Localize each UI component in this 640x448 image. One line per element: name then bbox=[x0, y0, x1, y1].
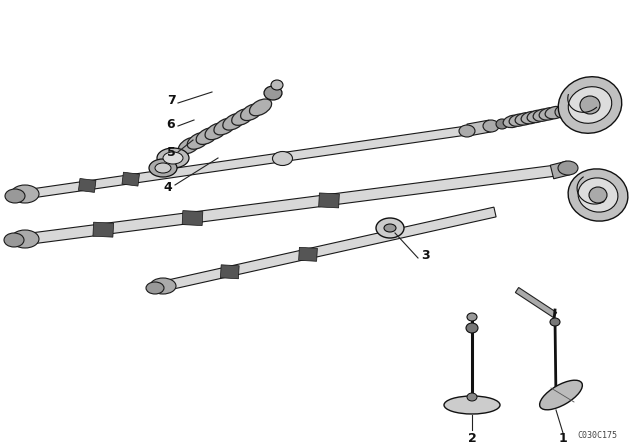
Polygon shape bbox=[467, 120, 491, 136]
Polygon shape bbox=[550, 161, 570, 179]
Ellipse shape bbox=[241, 104, 263, 121]
Text: 5: 5 bbox=[166, 146, 175, 159]
Text: 2: 2 bbox=[468, 431, 476, 444]
Ellipse shape bbox=[271, 80, 283, 90]
Ellipse shape bbox=[384, 224, 396, 232]
Ellipse shape bbox=[545, 107, 565, 119]
Polygon shape bbox=[35, 125, 470, 198]
Ellipse shape bbox=[509, 114, 529, 126]
Ellipse shape bbox=[533, 109, 553, 121]
Ellipse shape bbox=[223, 113, 245, 130]
Ellipse shape bbox=[539, 108, 559, 120]
Ellipse shape bbox=[179, 137, 200, 154]
Ellipse shape bbox=[188, 133, 209, 149]
Ellipse shape bbox=[150, 278, 176, 294]
Ellipse shape bbox=[155, 163, 171, 173]
Ellipse shape bbox=[466, 323, 478, 333]
Ellipse shape bbox=[11, 185, 39, 203]
Ellipse shape bbox=[467, 393, 477, 401]
Ellipse shape bbox=[467, 313, 477, 321]
Ellipse shape bbox=[149, 159, 177, 177]
Ellipse shape bbox=[558, 77, 621, 134]
Ellipse shape bbox=[214, 118, 236, 135]
Ellipse shape bbox=[250, 99, 271, 116]
Text: C030C175: C030C175 bbox=[577, 431, 617, 440]
Ellipse shape bbox=[483, 120, 499, 132]
Polygon shape bbox=[79, 178, 96, 192]
Polygon shape bbox=[154, 207, 496, 293]
Ellipse shape bbox=[5, 189, 25, 203]
Ellipse shape bbox=[163, 152, 183, 164]
Ellipse shape bbox=[521, 112, 541, 124]
Ellipse shape bbox=[496, 119, 508, 129]
Ellipse shape bbox=[540, 380, 582, 410]
Ellipse shape bbox=[589, 187, 607, 203]
Ellipse shape bbox=[459, 125, 475, 137]
Ellipse shape bbox=[376, 218, 404, 238]
Polygon shape bbox=[299, 247, 317, 261]
Ellipse shape bbox=[580, 96, 600, 114]
Ellipse shape bbox=[555, 106, 569, 118]
Polygon shape bbox=[122, 172, 140, 186]
Ellipse shape bbox=[527, 110, 547, 123]
Ellipse shape bbox=[196, 128, 218, 144]
Text: 7: 7 bbox=[166, 94, 175, 107]
Text: 3: 3 bbox=[420, 249, 429, 262]
Ellipse shape bbox=[264, 86, 282, 100]
Ellipse shape bbox=[146, 282, 164, 294]
Polygon shape bbox=[93, 222, 113, 237]
Text: 6: 6 bbox=[166, 117, 175, 130]
Ellipse shape bbox=[232, 108, 254, 125]
Ellipse shape bbox=[515, 112, 535, 125]
Polygon shape bbox=[220, 265, 239, 279]
Text: 4: 4 bbox=[164, 181, 172, 194]
Ellipse shape bbox=[550, 318, 560, 326]
Polygon shape bbox=[182, 211, 203, 226]
Ellipse shape bbox=[568, 169, 628, 221]
Text: 1: 1 bbox=[559, 431, 568, 444]
Ellipse shape bbox=[205, 123, 227, 140]
Ellipse shape bbox=[273, 151, 292, 165]
Polygon shape bbox=[319, 193, 339, 208]
Ellipse shape bbox=[444, 396, 500, 414]
Ellipse shape bbox=[4, 233, 24, 247]
Ellipse shape bbox=[568, 87, 612, 123]
Polygon shape bbox=[515, 288, 557, 318]
Polygon shape bbox=[35, 164, 561, 243]
Ellipse shape bbox=[558, 161, 578, 175]
Ellipse shape bbox=[503, 115, 523, 128]
Ellipse shape bbox=[578, 178, 618, 212]
Ellipse shape bbox=[11, 230, 39, 248]
Ellipse shape bbox=[157, 148, 189, 168]
